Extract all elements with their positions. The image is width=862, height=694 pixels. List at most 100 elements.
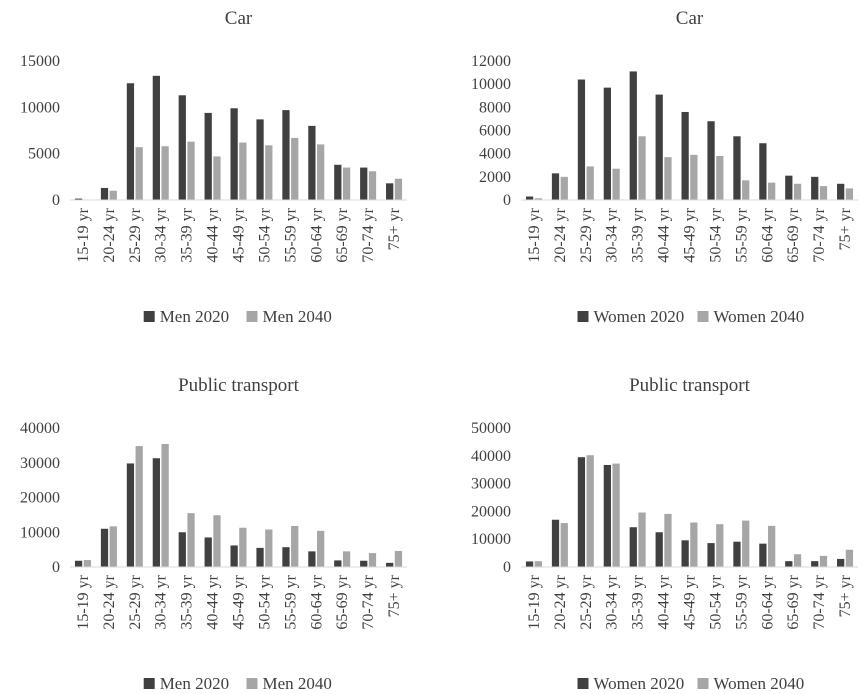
x-tick-label: 25-29 yr: [127, 574, 144, 629]
y-tick-label: 0: [503, 192, 511, 209]
bar-women-2020-75+-yr: [837, 183, 845, 200]
x-tick-label: 15-19 yr: [526, 574, 543, 629]
y-tick-label: 0: [52, 192, 60, 209]
x-tick-label: 70-74 yr: [811, 207, 828, 262]
bar-women-2040-40-44-yr: [664, 157, 672, 200]
x-tick-label: 60-64 yr: [759, 574, 776, 629]
bar-women-2020-25-29-yr: [577, 79, 586, 200]
y-tick-label: 40000: [471, 448, 511, 465]
chart-panel-1: Car 0 5000 10000 15000 15-19 yr 20-24 yr 25-29 …: [20, 8, 407, 326]
bar-men-2040-40-44-yr: [213, 156, 221, 200]
bar-women-2020-45-49-yr: [681, 540, 689, 567]
legend-label: Women 2040: [714, 307, 805, 326]
bar-women-2020-50-54-yr: [707, 121, 715, 200]
bar-women-2040-30-34-yr: [612, 463, 620, 567]
bar-women-2020-40-44-yr: [655, 532, 663, 567]
y-tick-label: 40000: [20, 420, 60, 437]
bar-women-2040-55-59-yr: [742, 180, 750, 200]
bar-men-2040-70-74-yr: [368, 553, 377, 567]
bar-women-2040-20-24-yr: [560, 523, 568, 567]
bar-men-2040-45-49-yr: [239, 527, 247, 567]
bar-women-2020-45-49-yr: [681, 111, 689, 200]
bar-men-2040-40-44-yr: [213, 515, 221, 567]
bar-women-2020-65-69-yr: [785, 561, 793, 567]
bar-women-2040-35-39-yr: [638, 136, 646, 200]
bar-women-2040-45-49-yr: [690, 154, 698, 200]
legend-label: Women 2040: [714, 674, 805, 693]
bar-men-2040-35-39-yr: [187, 513, 195, 567]
y-tick-label: 4000: [479, 146, 511, 163]
y-tick-label: 2000: [479, 169, 511, 186]
chart-panel-3: Public transport 0 10000 20000 30000 40000 15-…: [20, 375, 407, 693]
bar-women-2020-20-24-yr: [551, 173, 560, 200]
bar-men-2020-65-69-yr: [334, 164, 342, 200]
bar-women-2040-50-54-yr: [716, 155, 724, 200]
bar-women-2040-60-64-yr: [768, 525, 776, 567]
y-tick-label: 20000: [471, 503, 511, 520]
chart-title: Car: [676, 8, 704, 29]
x-tick-label: 65-69 yr: [334, 207, 351, 262]
y-tick-label: 12000: [471, 53, 511, 70]
x-tick-label: 25-29 yr: [578, 574, 595, 629]
bar-women-2020-70-74-yr: [811, 176, 819, 200]
bar-men-2020-40-44-yr: [204, 537, 212, 567]
bar-women-2040-15-19-yr: [534, 561, 542, 567]
bar-men-2020-50-54-yr: [256, 119, 264, 200]
x-tick-label: 60-64 yr: [308, 574, 325, 629]
x-tick-label: 30-34 yr: [153, 207, 170, 262]
x-tick-label: 40-44 yr: [656, 207, 673, 262]
legend-swatch: [246, 311, 258, 322]
y-tick-label: 5000: [28, 146, 60, 163]
bar-women-2020-35-39-yr: [629, 71, 637, 200]
bar-women-2040-65-69-yr: [793, 554, 802, 567]
legend-swatch: [577, 311, 589, 322]
bar-men-2020-45-49-yr: [230, 545, 238, 567]
y-tick-label: 10000: [20, 99, 60, 116]
bar-women-2040-70-74-yr: [819, 186, 828, 200]
bar-women-2040-15-19-yr: [534, 198, 542, 200]
x-tick-label: 75+ yr: [386, 574, 403, 617]
legend-swatch: [577, 678, 589, 689]
chart-panel-4: Public transport 0 10000 20000 30000 40000 500…: [471, 375, 858, 693]
x-tick-label: 55-59 yr: [282, 574, 299, 629]
x-tick-label: 40-44 yr: [205, 207, 222, 262]
bar-men-2020-30-34-yr: [152, 75, 160, 200]
x-tick-label: 30-34 yr: [153, 574, 170, 629]
bar-women-2040-30-34-yr: [612, 168, 620, 200]
bar-men-2020-60-64-yr: [308, 125, 316, 200]
legend-swatch: [697, 678, 709, 689]
x-tick-label: 75+ yr: [386, 207, 403, 250]
bar-men-2020-35-39-yr: [178, 95, 186, 200]
bar-women-2020-60-64-yr: [759, 543, 767, 567]
bar-men-2020-15-19-yr: [74, 560, 83, 567]
bar-men-2040-50-54-yr: [265, 529, 273, 567]
x-tick-label: 65-69 yr: [785, 574, 802, 629]
x-tick-label: 35-39 yr: [630, 574, 647, 629]
x-tick-label: 50-54 yr: [256, 574, 273, 629]
bar-women-2040-25-29-yr: [586, 455, 594, 567]
bar-women-2020-30-34-yr: [603, 87, 611, 200]
bar-men-2020-45-49-yr: [230, 108, 238, 200]
x-tick-label: 50-54 yr: [707, 574, 724, 629]
y-tick-label: 10000: [20, 524, 60, 541]
bar-men-2020-25-29-yr: [126, 83, 135, 200]
bar-women-2020-75+-yr: [837, 558, 845, 567]
chart-title: Car: [225, 8, 253, 29]
bar-men-2020-15-19-yr: [74, 198, 83, 200]
x-tick-label: 15-19 yr: [75, 574, 92, 629]
x-tick-label: 20-24 yr: [101, 574, 118, 629]
bar-women-2020-60-64-yr: [759, 143, 767, 200]
x-tick-label: 30-34 yr: [604, 207, 621, 262]
bar-women-2040-75+-yr: [845, 188, 854, 200]
x-tick-label: 20-24 yr: [101, 207, 118, 262]
legend-swatch: [143, 311, 155, 322]
y-tick-label: 30000: [471, 476, 511, 493]
bar-men-2020-60-64-yr: [308, 551, 316, 567]
bar-women-2020-40-44-yr: [655, 94, 663, 200]
bar-men-2020-50-54-yr: [256, 547, 264, 567]
y-tick-label: 10000: [471, 531, 511, 548]
bar-women-2040-45-49-yr: [690, 522, 698, 567]
x-tick-label: 70-74 yr: [360, 574, 377, 629]
bar-men-2040-15-19-yr: [83, 560, 91, 567]
x-tick-label: 70-74 yr: [811, 574, 828, 629]
